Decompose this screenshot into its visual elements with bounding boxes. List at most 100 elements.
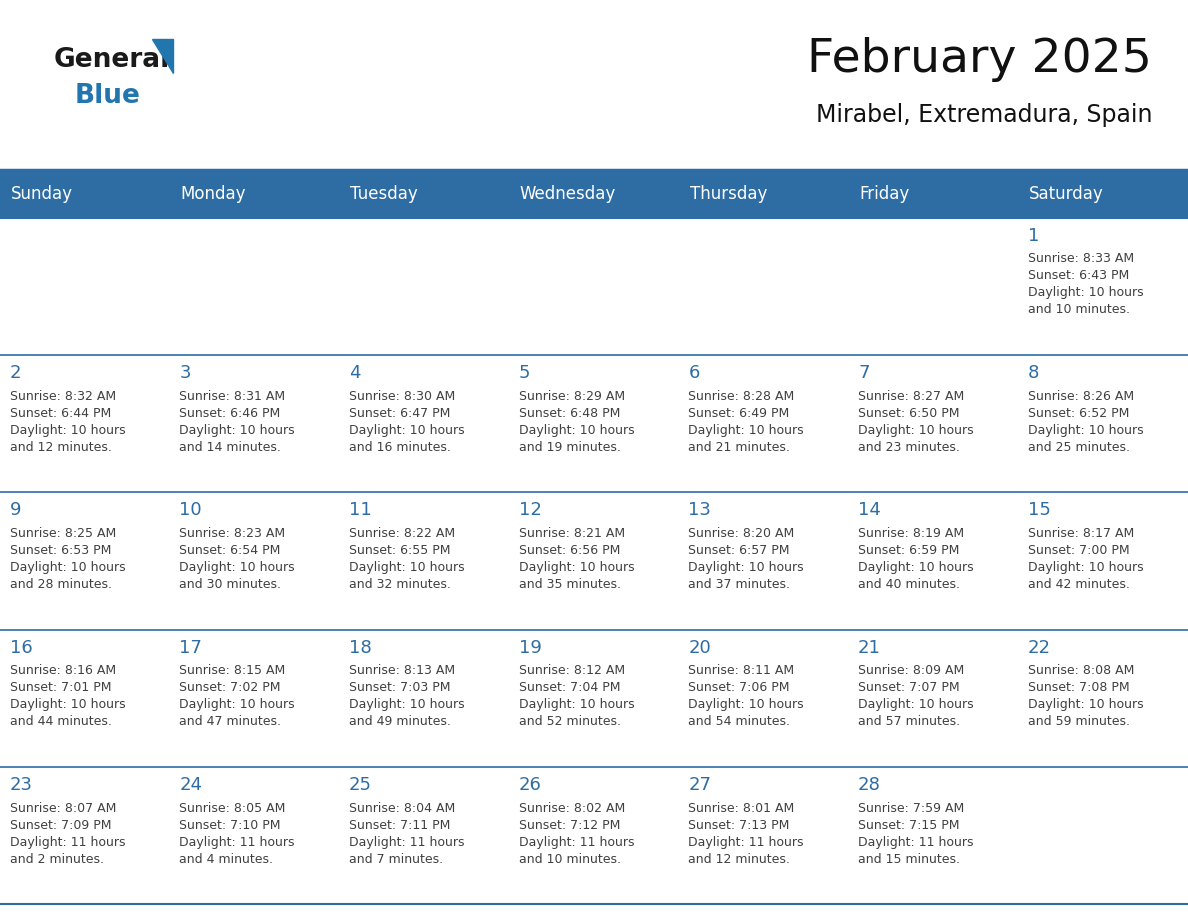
Text: Sunday: Sunday <box>11 185 72 203</box>
Text: Sunrise: 8:13 AM
Sunset: 7:03 PM
Daylight: 10 hours
and 49 minutes.: Sunrise: 8:13 AM Sunset: 7:03 PM Dayligh… <box>349 665 465 729</box>
Text: Saturday: Saturday <box>1029 185 1104 203</box>
Text: 5: 5 <box>519 364 530 382</box>
Text: 19: 19 <box>519 639 542 656</box>
Bar <box>848 355 1018 492</box>
Text: Sunrise: 8:09 AM
Sunset: 7:07 PM
Daylight: 10 hours
and 57 minutes.: Sunrise: 8:09 AM Sunset: 7:07 PM Dayligh… <box>858 665 974 729</box>
Bar <box>170 492 340 630</box>
Text: Sunrise: 8:25 AM
Sunset: 6:53 PM
Daylight: 10 hours
and 28 minutes.: Sunrise: 8:25 AM Sunset: 6:53 PM Dayligh… <box>10 527 125 591</box>
Bar <box>510 630 678 767</box>
Text: 12: 12 <box>519 501 542 520</box>
Bar <box>340 355 510 492</box>
Text: 10: 10 <box>179 501 202 520</box>
Text: Sunrise: 7:59 AM
Sunset: 7:15 PM
Daylight: 11 hours
and 15 minutes.: Sunrise: 7:59 AM Sunset: 7:15 PM Dayligh… <box>858 801 974 866</box>
Text: 9: 9 <box>10 501 21 520</box>
Bar <box>0 630 170 767</box>
Bar <box>340 630 510 767</box>
Text: 16: 16 <box>10 639 32 656</box>
Text: Wednesday: Wednesday <box>520 185 617 203</box>
Bar <box>510 492 678 630</box>
Text: Sunrise: 8:05 AM
Sunset: 7:10 PM
Daylight: 11 hours
and 4 minutes.: Sunrise: 8:05 AM Sunset: 7:10 PM Dayligh… <box>179 801 295 866</box>
Bar <box>848 767 1018 904</box>
Bar <box>170 170 340 218</box>
Text: 15: 15 <box>1028 501 1050 520</box>
Text: February 2025: February 2025 <box>808 37 1152 83</box>
Bar <box>848 170 1018 218</box>
Text: Sunrise: 8:23 AM
Sunset: 6:54 PM
Daylight: 10 hours
and 30 minutes.: Sunrise: 8:23 AM Sunset: 6:54 PM Dayligh… <box>179 527 295 591</box>
Text: Sunrise: 8:12 AM
Sunset: 7:04 PM
Daylight: 10 hours
and 52 minutes.: Sunrise: 8:12 AM Sunset: 7:04 PM Dayligh… <box>519 665 634 729</box>
Text: 24: 24 <box>179 776 202 794</box>
Text: Sunrise: 8:08 AM
Sunset: 7:08 PM
Daylight: 10 hours
and 59 minutes.: Sunrise: 8:08 AM Sunset: 7:08 PM Dayligh… <box>1028 665 1143 729</box>
Bar <box>510 170 678 218</box>
Bar <box>848 218 1018 355</box>
Text: Sunrise: 8:01 AM
Sunset: 7:13 PM
Daylight: 11 hours
and 12 minutes.: Sunrise: 8:01 AM Sunset: 7:13 PM Dayligh… <box>688 801 804 866</box>
Bar <box>340 492 510 630</box>
Bar <box>170 767 340 904</box>
Bar <box>848 492 1018 630</box>
Text: Sunrise: 8:29 AM
Sunset: 6:48 PM
Daylight: 10 hours
and 19 minutes.: Sunrise: 8:29 AM Sunset: 6:48 PM Dayligh… <box>519 390 634 453</box>
Text: General: General <box>53 47 170 73</box>
Bar <box>1018 218 1188 355</box>
Text: 20: 20 <box>688 639 712 656</box>
Text: 2: 2 <box>10 364 21 382</box>
Text: 13: 13 <box>688 501 712 520</box>
Text: Monday: Monday <box>181 185 246 203</box>
Bar <box>170 218 340 355</box>
Text: Sunrise: 8:07 AM
Sunset: 7:09 PM
Daylight: 11 hours
and 2 minutes.: Sunrise: 8:07 AM Sunset: 7:09 PM Dayligh… <box>10 801 125 866</box>
Text: Sunrise: 8:19 AM
Sunset: 6:59 PM
Daylight: 10 hours
and 40 minutes.: Sunrise: 8:19 AM Sunset: 6:59 PM Dayligh… <box>858 527 974 591</box>
Bar <box>0 170 170 218</box>
Text: Blue: Blue <box>75 84 140 109</box>
Text: Sunrise: 8:16 AM
Sunset: 7:01 PM
Daylight: 10 hours
and 44 minutes.: Sunrise: 8:16 AM Sunset: 7:01 PM Dayligh… <box>10 665 125 729</box>
Text: 25: 25 <box>349 776 372 794</box>
Bar <box>510 218 678 355</box>
Bar <box>340 218 510 355</box>
Bar <box>1018 170 1188 218</box>
Text: 11: 11 <box>349 501 372 520</box>
Text: Thursday: Thursday <box>689 185 767 203</box>
Text: 3: 3 <box>179 364 191 382</box>
Text: 6: 6 <box>688 364 700 382</box>
Bar <box>678 355 848 492</box>
Bar <box>848 630 1018 767</box>
Bar <box>678 170 848 218</box>
Text: Sunrise: 8:28 AM
Sunset: 6:49 PM
Daylight: 10 hours
and 21 minutes.: Sunrise: 8:28 AM Sunset: 6:49 PM Dayligh… <box>688 390 804 453</box>
Text: 14: 14 <box>858 501 881 520</box>
Text: Mirabel, Extremadura, Spain: Mirabel, Extremadura, Spain <box>816 103 1152 127</box>
Bar <box>170 630 340 767</box>
Bar <box>678 767 848 904</box>
Text: 21: 21 <box>858 639 881 656</box>
Bar <box>1018 492 1188 630</box>
Bar <box>678 492 848 630</box>
Text: Sunrise: 8:26 AM
Sunset: 6:52 PM
Daylight: 10 hours
and 25 minutes.: Sunrise: 8:26 AM Sunset: 6:52 PM Dayligh… <box>1028 390 1143 453</box>
Text: Sunrise: 8:11 AM
Sunset: 7:06 PM
Daylight: 10 hours
and 54 minutes.: Sunrise: 8:11 AM Sunset: 7:06 PM Dayligh… <box>688 665 804 729</box>
Text: 22: 22 <box>1028 639 1051 656</box>
Polygon shape <box>152 39 173 73</box>
Text: 7: 7 <box>858 364 870 382</box>
Text: 18: 18 <box>349 639 372 656</box>
Text: Sunrise: 8:33 AM
Sunset: 6:43 PM
Daylight: 10 hours
and 10 minutes.: Sunrise: 8:33 AM Sunset: 6:43 PM Dayligh… <box>1028 252 1143 317</box>
Text: Friday: Friday <box>859 185 910 203</box>
Bar <box>678 630 848 767</box>
Bar <box>0 355 170 492</box>
Bar <box>510 355 678 492</box>
Text: Sunrise: 8:32 AM
Sunset: 6:44 PM
Daylight: 10 hours
and 12 minutes.: Sunrise: 8:32 AM Sunset: 6:44 PM Dayligh… <box>10 390 125 453</box>
Bar <box>1018 767 1188 904</box>
Bar <box>0 767 170 904</box>
Text: Sunrise: 8:17 AM
Sunset: 7:00 PM
Daylight: 10 hours
and 42 minutes.: Sunrise: 8:17 AM Sunset: 7:00 PM Dayligh… <box>1028 527 1143 591</box>
Text: 28: 28 <box>858 776 881 794</box>
Text: Tuesday: Tuesday <box>350 185 418 203</box>
Bar <box>340 170 510 218</box>
Bar <box>170 355 340 492</box>
Text: Sunrise: 8:30 AM
Sunset: 6:47 PM
Daylight: 10 hours
and 16 minutes.: Sunrise: 8:30 AM Sunset: 6:47 PM Dayligh… <box>349 390 465 453</box>
Text: 27: 27 <box>688 776 712 794</box>
Bar <box>510 767 678 904</box>
Text: Sunrise: 8:31 AM
Sunset: 6:46 PM
Daylight: 10 hours
and 14 minutes.: Sunrise: 8:31 AM Sunset: 6:46 PM Dayligh… <box>179 390 295 453</box>
Text: Sunrise: 8:20 AM
Sunset: 6:57 PM
Daylight: 10 hours
and 37 minutes.: Sunrise: 8:20 AM Sunset: 6:57 PM Dayligh… <box>688 527 804 591</box>
Bar <box>0 218 170 355</box>
Text: 4: 4 <box>349 364 360 382</box>
Text: Sunrise: 8:27 AM
Sunset: 6:50 PM
Daylight: 10 hours
and 23 minutes.: Sunrise: 8:27 AM Sunset: 6:50 PM Dayligh… <box>858 390 974 453</box>
Text: Sunrise: 8:15 AM
Sunset: 7:02 PM
Daylight: 10 hours
and 47 minutes.: Sunrise: 8:15 AM Sunset: 7:02 PM Dayligh… <box>179 665 295 729</box>
Text: 17: 17 <box>179 639 202 656</box>
Text: Sunrise: 8:22 AM
Sunset: 6:55 PM
Daylight: 10 hours
and 32 minutes.: Sunrise: 8:22 AM Sunset: 6:55 PM Dayligh… <box>349 527 465 591</box>
Text: 23: 23 <box>10 776 32 794</box>
Text: Sunrise: 8:21 AM
Sunset: 6:56 PM
Daylight: 10 hours
and 35 minutes.: Sunrise: 8:21 AM Sunset: 6:56 PM Dayligh… <box>519 527 634 591</box>
